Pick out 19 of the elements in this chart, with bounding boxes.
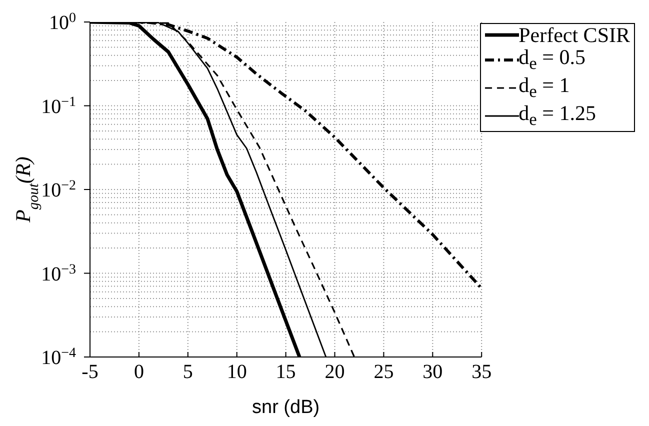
x-tick-label: 25 xyxy=(374,361,394,383)
y-tick-label: 10$^{0}$ xyxy=(49,10,76,34)
legend-label: d$_{e}$ = 0.5 xyxy=(518,45,586,74)
legend-label: Perfect CSIR xyxy=(518,23,630,47)
y-tick-label: 10$^{−3}$ xyxy=(41,262,76,286)
y-tick-label: 10$^{−1}$ xyxy=(41,94,76,118)
legend-label: d$_{e}$ = 1.25 xyxy=(518,101,596,131)
x-tick-label: 20 xyxy=(324,361,345,383)
x-tick-label: 10 xyxy=(226,361,247,383)
x-tick-label: 15 xyxy=(276,361,296,383)
x-axis-title: snr (dB) xyxy=(252,397,320,418)
y-tick-label: 10$^{−2}$ xyxy=(41,178,76,202)
x-tick-label: 30 xyxy=(422,361,443,383)
x-tick-label: 5 xyxy=(182,361,193,383)
x-tick-label: 35 xyxy=(472,361,492,383)
legend-label: d$_{e}$ = 1 xyxy=(518,73,570,102)
x-tick-label: 0 xyxy=(134,361,144,383)
y-tick-label: 10$^{−4}$ xyxy=(41,346,76,369)
x-tick-label: -5 xyxy=(82,361,98,383)
